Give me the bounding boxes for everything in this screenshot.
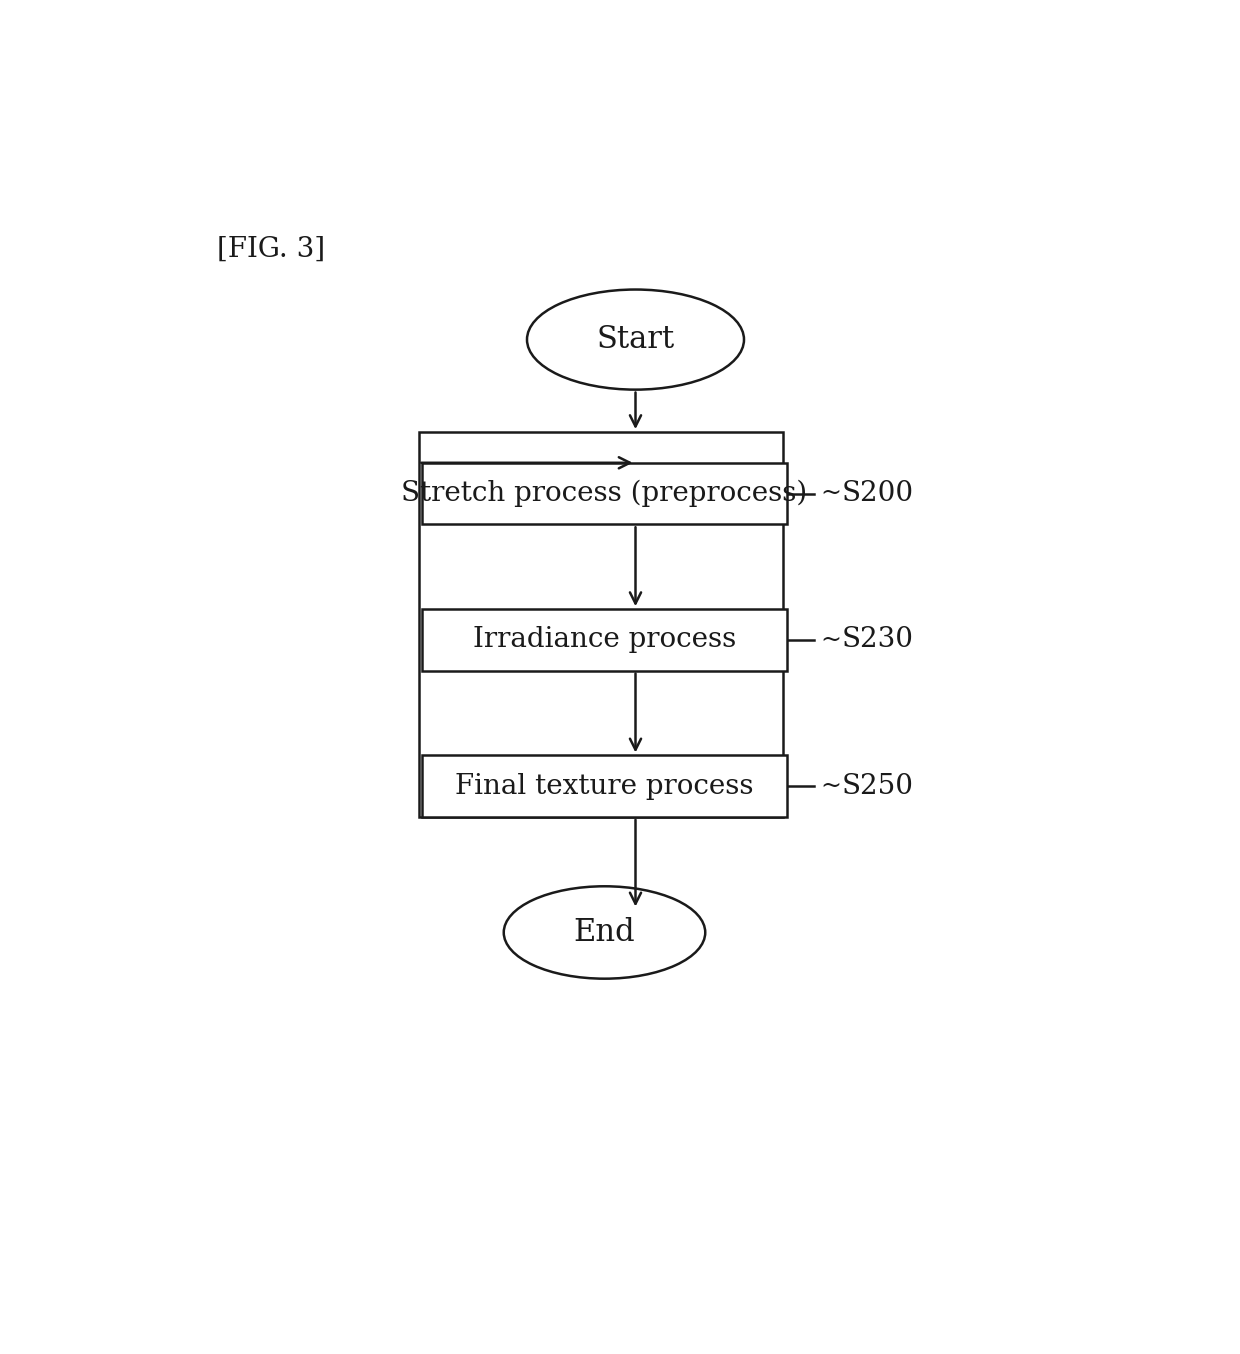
Text: Stretch process (preprocess): Stretch process (preprocess) (402, 479, 807, 508)
Bar (423, 756, 786, 816)
Text: Irradiance process: Irradiance process (472, 627, 737, 654)
Text: S200: S200 (842, 481, 914, 508)
Bar (419, 432, 782, 816)
Bar (423, 609, 786, 670)
Text: S230: S230 (842, 627, 914, 654)
Text: ~: ~ (820, 774, 841, 798)
Ellipse shape (503, 887, 706, 979)
Text: Final texture process: Final texture process (455, 773, 754, 800)
Text: [FIG. 3]: [FIG. 3] (217, 236, 325, 263)
Ellipse shape (527, 290, 744, 390)
Text: ~: ~ (820, 482, 841, 505)
Text: End: End (574, 917, 635, 948)
Text: Start: Start (596, 324, 675, 355)
Text: ~: ~ (820, 628, 841, 651)
Text: S250: S250 (842, 773, 914, 800)
Bar (423, 463, 786, 524)
